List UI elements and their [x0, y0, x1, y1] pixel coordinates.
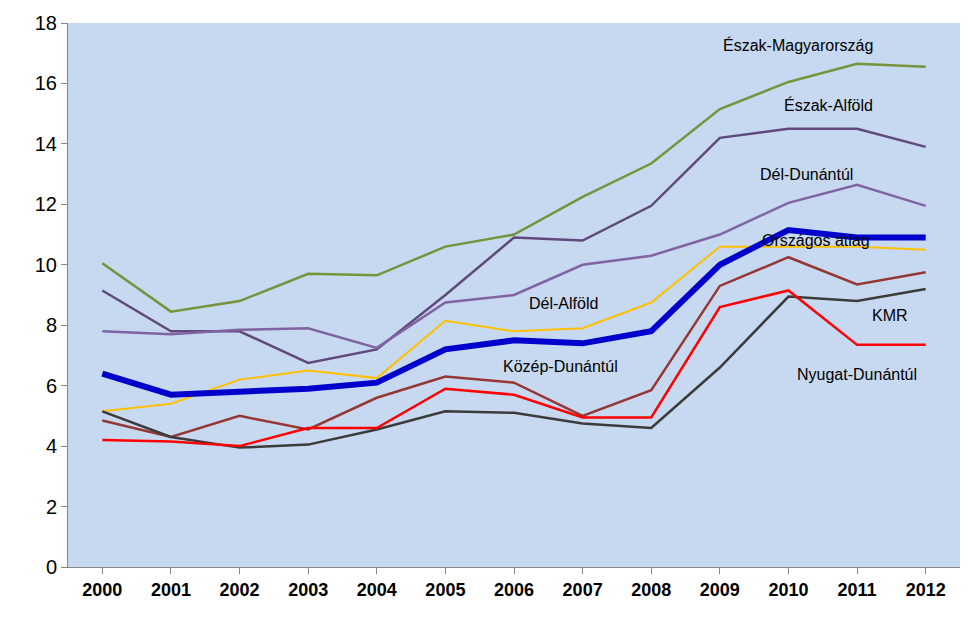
- svg-text:4: 4: [46, 435, 57, 457]
- svg-text:2010: 2010: [768, 580, 808, 600]
- svg-text:Észak-Alföld: Észak-Alföld: [784, 96, 873, 114]
- svg-text:10: 10: [35, 254, 57, 276]
- svg-text:2001: 2001: [151, 580, 191, 600]
- svg-text:2012: 2012: [906, 580, 946, 600]
- svg-text:2011: 2011: [838, 580, 877, 600]
- svg-text:Nyugat-Dunántúl: Nyugat-Dunántúl: [797, 366, 917, 383]
- svg-text:2002: 2002: [220, 580, 260, 600]
- svg-text:14: 14: [35, 133, 57, 155]
- svg-text:2007: 2007: [563, 580, 603, 600]
- svg-text:2005: 2005: [425, 580, 465, 600]
- svg-text:Közép-Dunántúl: Közép-Dunántúl: [503, 358, 618, 375]
- svg-text:2004: 2004: [357, 580, 397, 600]
- svg-text:Dél-Alföld: Dél-Alföld: [529, 295, 598, 312]
- svg-text:Dél-Dunántúl: Dél-Dunántúl: [760, 166, 853, 183]
- svg-text:2008: 2008: [631, 580, 671, 600]
- svg-text:0: 0: [46, 556, 57, 578]
- svg-text:Országos átlag: Országos átlag: [762, 232, 870, 249]
- svg-text:Észak-Magyarország: Észak-Magyarország: [723, 36, 873, 54]
- svg-text:KMR: KMR: [872, 307, 908, 324]
- svg-text:2009: 2009: [700, 580, 740, 600]
- svg-text:12: 12: [35, 193, 57, 215]
- svg-text:6: 6: [46, 375, 57, 397]
- svg-text:2: 2: [46, 496, 57, 518]
- svg-text:18: 18: [35, 12, 57, 34]
- svg-text:2003: 2003: [288, 580, 328, 600]
- svg-text:2006: 2006: [494, 580, 534, 600]
- svg-text:8: 8: [46, 314, 57, 336]
- svg-text:2000: 2000: [82, 580, 122, 600]
- svg-text:16: 16: [35, 72, 57, 94]
